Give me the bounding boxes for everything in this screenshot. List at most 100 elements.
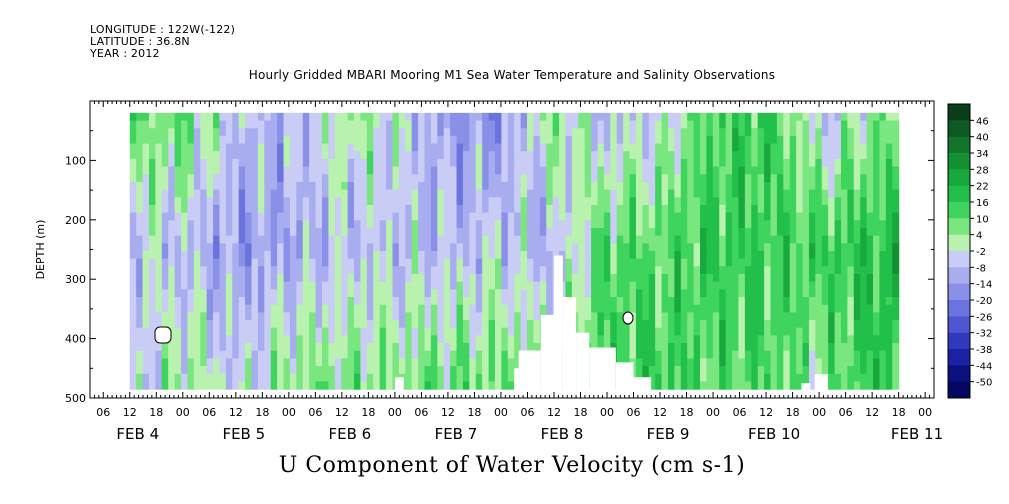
heatmap-cell xyxy=(751,181,759,191)
heatmap-cell xyxy=(738,366,746,375)
heatmap-cell xyxy=(283,266,291,275)
heatmap-cell xyxy=(520,320,528,329)
heatmap-cell xyxy=(706,128,714,137)
heatmap-cell xyxy=(277,151,285,160)
heatmap-cell xyxy=(539,174,547,183)
heatmap-cell xyxy=(181,327,189,336)
heatmap-cell xyxy=(430,227,438,237)
heatmap-cell xyxy=(315,281,323,290)
heatmap-cell xyxy=(386,335,394,344)
heatmap-cell xyxy=(257,151,265,160)
heatmap-cell xyxy=(200,297,208,306)
heatmap-cell xyxy=(751,227,759,237)
heatmap-cell xyxy=(815,304,823,313)
heatmap-cell xyxy=(296,151,304,160)
heatmap-cell xyxy=(347,250,355,260)
heatmap-cell xyxy=(674,343,682,352)
heatmap-cell xyxy=(142,220,150,229)
heatmap-cell xyxy=(507,174,515,183)
heatmap-cell xyxy=(482,373,490,383)
heatmap-cell xyxy=(655,343,663,352)
heatmap-cell xyxy=(828,373,836,383)
heatmap-cell xyxy=(238,143,246,152)
heatmap-cell xyxy=(629,289,637,298)
heatmap-cell xyxy=(270,204,278,214)
heatmap-cell xyxy=(232,373,240,383)
heatmap-cell xyxy=(398,274,406,283)
heatmap-cell xyxy=(610,181,618,191)
heatmap-cell xyxy=(892,343,900,352)
heatmap-cell xyxy=(213,343,221,352)
heatmap-cell xyxy=(443,320,451,329)
heatmap-cell xyxy=(328,181,336,191)
heatmap-cell xyxy=(776,227,784,237)
heatmap-cell xyxy=(475,358,483,367)
heatmap-cell xyxy=(475,366,483,375)
heatmap-cell xyxy=(148,320,156,329)
heatmap-cell xyxy=(501,297,509,306)
heatmap-cell xyxy=(783,358,791,367)
heatmap-cell xyxy=(142,343,150,352)
heatmap-cell xyxy=(136,281,144,290)
heatmap-cell xyxy=(821,189,829,198)
heatmap-cell xyxy=(802,243,810,252)
heatmap-cell xyxy=(808,204,816,214)
heatmap-cell xyxy=(494,250,502,260)
heatmap-cell xyxy=(187,151,195,160)
heatmap-cell xyxy=(418,158,426,168)
heatmap-cell xyxy=(847,166,855,175)
heatmap-cell xyxy=(828,143,836,152)
heatmap-cell xyxy=(270,220,278,229)
heatmap-cell xyxy=(892,327,900,336)
heatmap-cell xyxy=(187,166,195,175)
x-hour-label: 18 xyxy=(573,406,587,419)
heatmap-cell xyxy=(424,258,432,267)
heatmap-cell xyxy=(520,166,528,175)
heatmap-cell xyxy=(770,220,778,229)
heatmap-cell xyxy=(360,204,368,214)
heatmap-cell xyxy=(456,312,464,321)
heatmap-cell xyxy=(411,204,419,214)
heatmap-cell xyxy=(873,304,881,313)
heatmap-cell xyxy=(257,112,265,122)
heatmap-cell xyxy=(366,312,374,321)
heatmap-cell xyxy=(764,266,772,275)
heatmap-cell xyxy=(642,189,650,198)
heatmap-cell xyxy=(661,128,669,137)
heatmap-cell xyxy=(885,304,893,313)
heatmap-cell xyxy=(648,227,656,237)
heatmap-cell xyxy=(815,204,823,214)
heatmap-cell xyxy=(610,135,618,145)
heatmap-cell xyxy=(712,250,720,260)
heatmap-cell xyxy=(828,243,836,252)
heatmap-cell xyxy=(321,181,329,191)
heatmap-cell xyxy=(386,181,394,191)
heatmap-cell xyxy=(514,120,522,129)
heatmap-cell xyxy=(354,112,362,122)
heatmap-cell xyxy=(488,289,496,298)
heatmap-cell xyxy=(744,274,752,283)
heatmap-cell xyxy=(238,135,246,145)
heatmap-cell xyxy=(232,358,240,367)
heatmap-cell xyxy=(597,266,605,275)
heatmap-cell xyxy=(257,166,265,175)
heatmap-cell xyxy=(776,212,784,221)
heatmap-cell xyxy=(866,235,874,244)
heatmap-cell xyxy=(603,189,611,198)
heatmap-cell xyxy=(533,320,541,329)
heatmap-cell xyxy=(514,227,522,237)
heatmap-cell xyxy=(270,373,278,383)
heatmap-cell xyxy=(770,366,778,375)
heatmap-cell xyxy=(270,135,278,145)
heatmap-cell xyxy=(603,197,611,206)
heatmap-cell xyxy=(174,289,182,298)
heatmap-cell xyxy=(437,135,445,145)
heatmap-cell xyxy=(520,135,528,145)
missing-data-area xyxy=(514,368,519,391)
heatmap-cell xyxy=(225,327,233,336)
heatmap-cell xyxy=(161,350,169,359)
heatmap-cell xyxy=(379,135,387,145)
heatmap-cell xyxy=(309,327,317,336)
heatmap-cell xyxy=(661,158,669,168)
heatmap-cell xyxy=(533,297,541,306)
